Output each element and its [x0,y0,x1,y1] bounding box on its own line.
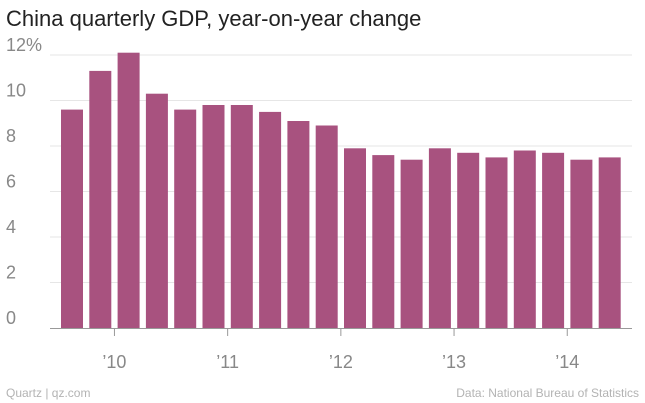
bar-q1-2014 [570,159,593,328]
x-tick-labels: ’10 ’11 ’12 ’13 ’14 [102,352,579,372]
bar-q1-2011 [230,105,253,328]
y-tick-label: 0 [6,308,16,328]
bar-q2-2012 [372,155,395,328]
x-tick-label: ’13 [442,352,466,372]
bar-q1-2012 [344,148,366,328]
source-credit: Quartz | qz.com [6,386,91,400]
bar-q4-2009 [89,70,112,329]
y-tick-label: 12% [6,35,42,55]
axes [50,328,632,336]
bar-q1-2013 [457,152,480,328]
bar-q4-2012 [428,148,451,328]
data-source: Data: National Bureau of Statistics [456,386,639,400]
y-tick-label: 10 [6,81,26,101]
bar-q3-2010 [174,109,197,328]
y-tick-label: 4 [6,217,16,237]
y-tick-label: 6 [6,172,16,192]
bar-q1-2010 [117,52,140,328]
bar-q3-2011 [287,121,310,328]
bar-q2-2011 [259,111,282,329]
x-tick-label: ’11 [216,352,239,372]
bar-q2-2013 [485,157,508,328]
bar-q2-2010 [145,93,168,328]
chart-title: China quarterly GDP, year-on-year change [6,6,422,31]
x-tick-label: ’14 [555,352,579,372]
bar-q3-2012 [400,159,423,328]
y-tick-label: 2 [6,263,16,283]
bar-q4-2010 [202,105,225,328]
y-tick-labels: 0 2 4 6 8 10 12% [6,35,42,328]
bars [61,52,621,329]
bar-q3-2009 [61,109,83,328]
bar-q4-2011 [315,125,338,328]
y-tick-label: 8 [6,126,16,146]
bar-q2-2014 [598,157,621,328]
x-tick-label: ’12 [329,352,353,372]
bar-q3-2013 [513,150,536,328]
bar-q4-2013 [542,152,565,328]
x-tick-label: ’10 [102,352,126,372]
